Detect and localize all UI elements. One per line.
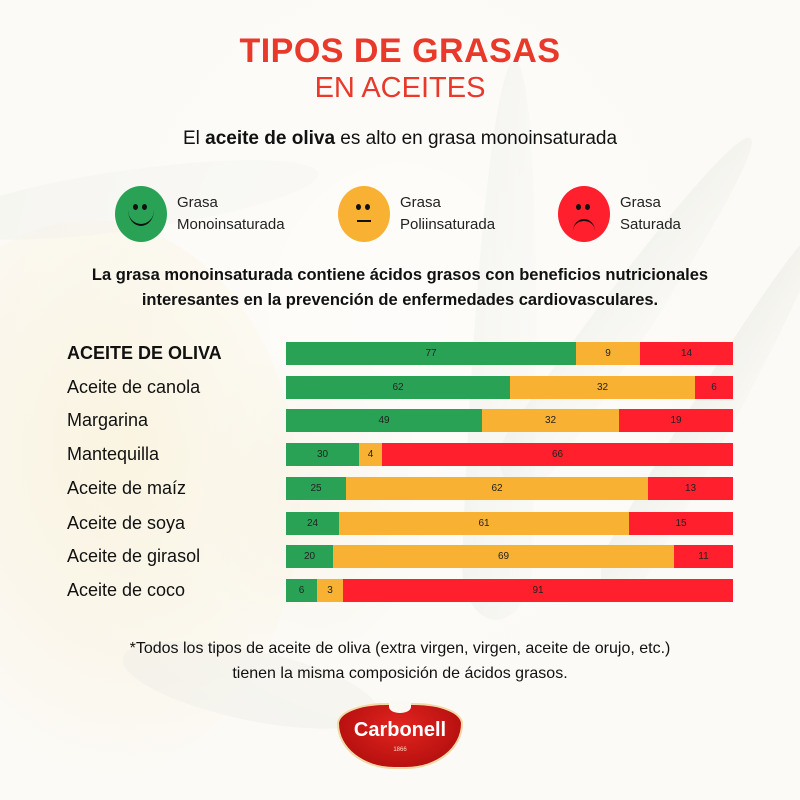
legend-item-mono: Grasa Monoinsaturada [115,186,285,242]
tagline-bold: aceite de oliva [205,128,336,149]
happy-face-icon [115,186,167,242]
bar-segment-sat: 19 [619,409,733,432]
legend-item-sat: Grasa Saturada [558,186,681,242]
bar-segment-poli: 4 [359,443,382,466]
bar-segment-sat: 6 [695,376,733,399]
bar-segment-mono: 25 [286,477,346,500]
bar-segment-sat: 11 [674,545,733,568]
bar-segment-sat: 13 [648,477,733,500]
legend-label: Grasa Poliinsaturada [400,194,496,233]
row-label: Aceite de girasol [67,546,201,566]
row-label: Aceite de maíz [67,478,187,498]
bar-segment-poli: 62 [346,477,648,500]
footnote: *Todos los tipos de aceite de oliva (ext… [129,640,671,682]
row-label: Aceite de soya [67,513,186,533]
bar-segment-mono: 24 [286,512,339,535]
bar-segment-poli: 61 [339,512,629,535]
tagline: El aceite de oliva es alto en grasa mono… [0,128,800,150]
bar-segment-mono: 49 [286,409,482,432]
stacked-bar: 20 69 11 [286,545,733,568]
sad-face-icon [558,186,610,242]
logo-brand: Carbonell [353,719,447,741]
row-label: Mantequilla [67,444,160,464]
stacked-bar: 25 62 13 [286,477,733,500]
bar-segment-mono: 30 [286,443,359,466]
bar-segment-sat: 66 [382,443,733,466]
bar-segment-mono: 6 [286,579,317,602]
bar-segment-poli: 9 [576,342,640,365]
row-label: Aceite de coco [67,580,186,600]
row-label: ACEITE DE OLIVA [67,343,222,363]
bar-segment-sat: 15 [629,512,733,535]
tagline-prefix: El [182,128,206,149]
row-label: Aceite de canola [67,377,201,397]
bar-segment-sat: 14 [640,342,733,365]
stacked-bar: 30 4 66 [286,443,733,466]
row-label: Margarina [67,410,149,430]
bar-segment-sat: 91 [343,579,733,602]
stacked-bar: 77 9 14 [286,342,733,365]
bar-segment-mono: 20 [286,545,333,568]
info-text: La grasa monoinsaturada contiene ácidos … [91,266,709,309]
stacked-bar: 6 3 91 [286,579,733,602]
bar-segment-poli: 32 [482,409,619,432]
stacked-bar: 49 32 19 [286,409,733,432]
logo-year: 1866 [393,747,407,753]
bar-segment-mono: 77 [286,342,576,365]
legend-item-poli: Grasa Poliinsaturada [338,186,495,242]
stacked-bar: 24 61 15 [286,512,733,535]
legend-label: Grasa Monoinsaturada [177,194,285,233]
page-title: TIPOS DE GRASAS [239,32,561,70]
stacked-bar: 62 32 6 [286,376,733,399]
bar-segment-poli: 32 [510,376,695,399]
neutral-face-icon [338,186,390,242]
page-subtitle-title: EN ACEITES [314,72,486,104]
bar-segment-poli: 69 [333,545,674,568]
bar-segment-poli: 3 [317,579,343,602]
legend-label: Grasa Saturada [620,194,681,233]
carbonell-logo: Carbonell 1866 [339,701,461,767]
tagline-suffix: es alto en grasa monoinsaturada [335,128,618,149]
bar-segment-mono: 62 [286,376,510,399]
